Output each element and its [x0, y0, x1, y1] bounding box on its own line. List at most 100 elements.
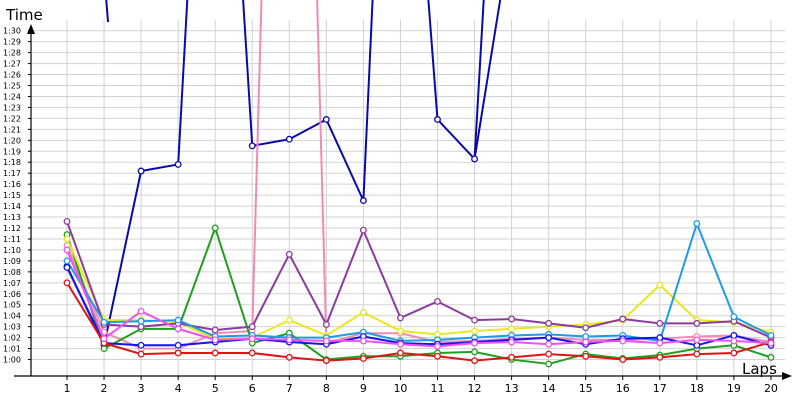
series-segment-offscale: [362, 0, 374, 201]
series-segment: [621, 336, 661, 340]
data-point: [322, 357, 330, 365]
series-segment: [473, 338, 513, 344]
series-segment-offscale: [473, 0, 485, 160]
y-tick-label: 1:13: [3, 213, 21, 222]
series-segment: [473, 334, 513, 339]
y-axis-arrow: [27, 24, 35, 34]
series-segment: [103, 342, 143, 347]
series-segment: [473, 327, 513, 333]
series-segment: [362, 331, 402, 342]
data-point: [211, 326, 219, 334]
series-segment: [584, 334, 624, 338]
series-segment: [66, 248, 106, 340]
x-tick-label: 5: [212, 382, 219, 395]
data-point: [545, 319, 553, 327]
data-point: [285, 353, 293, 361]
series-segment: [510, 353, 550, 359]
data-point: [322, 337, 330, 345]
data-point: [397, 327, 404, 335]
series-segment: [547, 353, 587, 358]
data-point: [100, 335, 108, 343]
series-segment: [362, 351, 402, 360]
data-point: [471, 339, 478, 347]
data-point: [767, 339, 775, 347]
series-segment: [362, 339, 402, 346]
series-segment: [621, 339, 661, 345]
data-point: [471, 155, 478, 163]
data-point: [693, 336, 701, 344]
series-segment: [510, 358, 550, 365]
y-tick-label: 1:30: [3, 27, 21, 36]
series-segment: [510, 341, 550, 346]
data-point: [508, 325, 516, 333]
y-tick-label: 1:20: [3, 136, 21, 145]
data-point: [508, 338, 516, 346]
series-segment: [399, 330, 439, 336]
series-segment: [288, 338, 328, 342]
series-segment: [177, 227, 217, 330]
x-tick-label: 11: [431, 382, 445, 395]
data-point: [471, 357, 478, 365]
axes: [14, 24, 792, 380]
series-segment-offscale: [251, 0, 263, 332]
series-segment-offscale: [316, 0, 328, 344]
x-tick-label: 19: [727, 382, 741, 395]
x-tick-label: 17: [653, 382, 667, 395]
data-point: [730, 349, 738, 357]
series-segment: [66, 220, 106, 326]
y-tick-labels: 1:00 1:01 1:02 1:03 1:04 1:05 1:06 1:07 1:08 1:09…: [3, 27, 21, 365]
y-tick-label: 1:17: [3, 169, 21, 178]
x-tick-labels: 1 2 3 4 5 6 7 8 9 10 11 12 13 14 15 16 17 18 19 20: [64, 382, 778, 395]
series-segment: [288, 253, 328, 326]
data-point: [730, 337, 738, 345]
y-tick-label: 1:02: [3, 334, 21, 343]
series-lines: [63, 0, 775, 368]
data-point: [508, 315, 516, 323]
series-segment: [66, 281, 106, 345]
series-segment: [695, 338, 735, 342]
data-point: [656, 353, 664, 361]
data-point: [248, 323, 256, 331]
series-segment: [547, 341, 587, 346]
data-point: [211, 224, 219, 232]
series-segment: [510, 336, 550, 341]
data-point: [174, 160, 182, 168]
data-point: [545, 350, 553, 358]
x-tick-label: 2: [101, 382, 108, 395]
series-segment: [658, 284, 698, 322]
y-tick-label: 1:04: [3, 312, 21, 321]
data-point: [137, 167, 145, 175]
series-segment: [399, 300, 439, 319]
series-segment: [66, 259, 106, 324]
series-segment: [621, 356, 661, 361]
x-tick-label: 8: [323, 382, 330, 395]
data-point: [211, 349, 219, 357]
series-segment-offscale: [473, 0, 502, 160]
data-point: [359, 308, 367, 316]
data-point: [434, 298, 441, 305]
series-segment: [325, 357, 365, 362]
data-point: [730, 331, 738, 339]
data-point: [174, 325, 182, 333]
series-segment: [251, 253, 291, 328]
series-segment: [177, 341, 217, 347]
data-point: [582, 338, 590, 346]
data-point: [63, 235, 71, 243]
data-point: [248, 349, 256, 357]
series-segment: [695, 351, 735, 356]
series-segment: [732, 320, 772, 339]
data-point: [434, 352, 441, 360]
data-point: [63, 264, 71, 271]
data-point: [359, 337, 367, 345]
series-segment: [584, 353, 624, 360]
data-point: [656, 319, 664, 327]
x-tick-label: 15: [579, 382, 593, 395]
data-point: [285, 336, 293, 344]
series-segment: [436, 330, 476, 336]
series-segment: [473, 356, 513, 362]
x-tick-label: 20: [764, 382, 778, 395]
series-segment: [140, 310, 180, 330]
data-point: [582, 324, 590, 332]
series-segment: [251, 334, 291, 339]
series-segment: [140, 351, 180, 356]
